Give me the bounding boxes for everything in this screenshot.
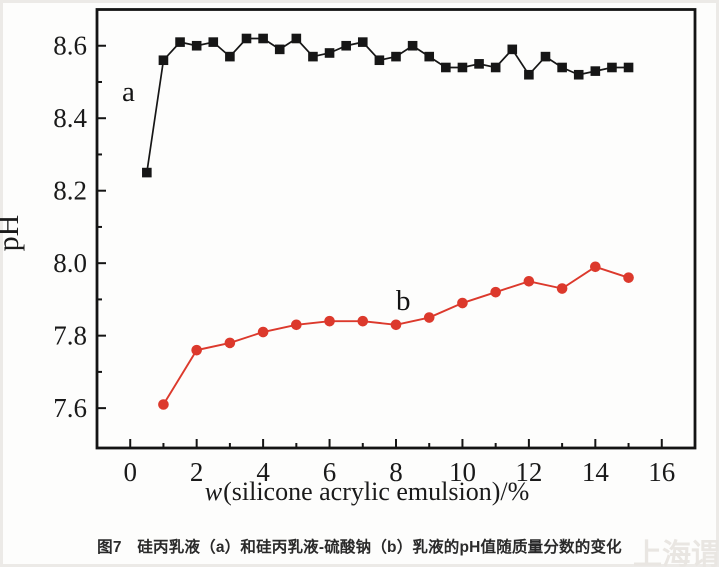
series-b-marker: [556, 283, 568, 294]
series-b-marker: [257, 326, 269, 338]
x-tick-label: 2: [190, 457, 204, 487]
series-a-marker: [158, 55, 169, 66]
series-b-marker: [590, 261, 601, 273]
series-a-marker: [507, 44, 518, 55]
series-a-marker: [357, 37, 368, 47]
ph-line-chart: 0 2 4 6 8 10 12 14 16 7.6 7.8 8.0 8.2 8.4 8.6: [53, 8, 697, 487]
y-tick-label: 8.0: [53, 248, 87, 278]
series-b-marker: [423, 312, 435, 323]
series-a-marker: [142, 167, 152, 178]
series-a-marker: [474, 59, 484, 69]
series-b-marker: [224, 337, 236, 349]
y-tick-label: 8.6: [53, 31, 87, 61]
x-axis-title-text: (silicone acrylic emulsion)/%: [223, 477, 530, 506]
series-a-marker: [324, 48, 335, 58]
x-axis-title-symbol: w: [204, 477, 223, 506]
series-a-marker: [457, 62, 468, 73]
series-a-marker: [557, 62, 567, 73]
y-tick-label: 7.6: [53, 393, 87, 423]
series-a-marker: [291, 33, 302, 44]
series-b-marker: [457, 297, 468, 309]
y-tick-label: 8.2: [53, 176, 87, 206]
series-a-marker: [175, 37, 185, 47]
x-tick-label: 14: [582, 457, 610, 487]
series-b-label: b: [396, 285, 411, 317]
x-tick-label: 16: [648, 457, 675, 487]
series-a-marker: [258, 33, 268, 44]
series-b-marker: [191, 344, 202, 356]
x-tick-label: 8: [389, 457, 403, 487]
plot-border: [95, 8, 697, 450]
series-b-marker: [291, 319, 302, 331]
series-a-marker: [607, 62, 617, 73]
series-a-marker: [540, 51, 551, 62]
figure-caption: 图7 硅丙乳液（a）和硅丙乳液-硫酸钠（b）乳液的pH值随质量分数的变化: [97, 539, 622, 556]
series-b-marker: [324, 315, 335, 327]
series-b-marker: [523, 275, 535, 287]
chart-area: 0 2 4 6 8 10 12 14 16 7.6 7.8 8.0 8.2 8.4 8.6 pH w(sil…: [0, 8, 697, 507]
series-a-marker: [623, 62, 634, 73]
series-b-marker: [490, 286, 501, 298]
x-axis-title: w(silicone acrylic emulsion)/%: [97, 477, 637, 507]
series-a-line: [145, 37, 629, 173]
series-a-marker: [374, 55, 385, 66]
series-a-marker: [274, 44, 285, 55]
series-a-marker: [524, 69, 534, 80]
series-a-marker: [391, 51, 401, 62]
series-a-marker: [407, 40, 418, 51]
y-tick-label: 7.8: [53, 321, 87, 351]
series-a-marker: [225, 51, 235, 62]
x-tick-label: 0: [123, 457, 137, 487]
series-a-marker: [590, 66, 601, 76]
series-b-marker: [357, 315, 369, 327]
series-a-marker: [490, 62, 501, 73]
y-tick-label: 8.4: [53, 103, 87, 133]
series-a-marker: [308, 51, 318, 62]
y-axis-title: pH: [0, 214, 25, 252]
series-b-marker: [158, 399, 169, 410]
series-a-marker: [424, 51, 435, 62]
x-tick-label: 12: [515, 457, 542, 487]
series-a-marker: [441, 62, 451, 73]
series-a-marker: [208, 37, 219, 47]
series-b-marker: [623, 272, 634, 283]
series-a-marker: [341, 40, 351, 51]
series-a-label: a: [122, 76, 135, 108]
series-a-marker: [191, 40, 202, 51]
x-tick-label: 6: [323, 457, 337, 487]
x-tick-label: 10: [449, 457, 476, 487]
x-tick-label: 4: [256, 457, 270, 487]
series-a-marker: [241, 33, 252, 44]
series-a-marker: [573, 69, 584, 80]
series-b-marker: [390, 319, 402, 331]
